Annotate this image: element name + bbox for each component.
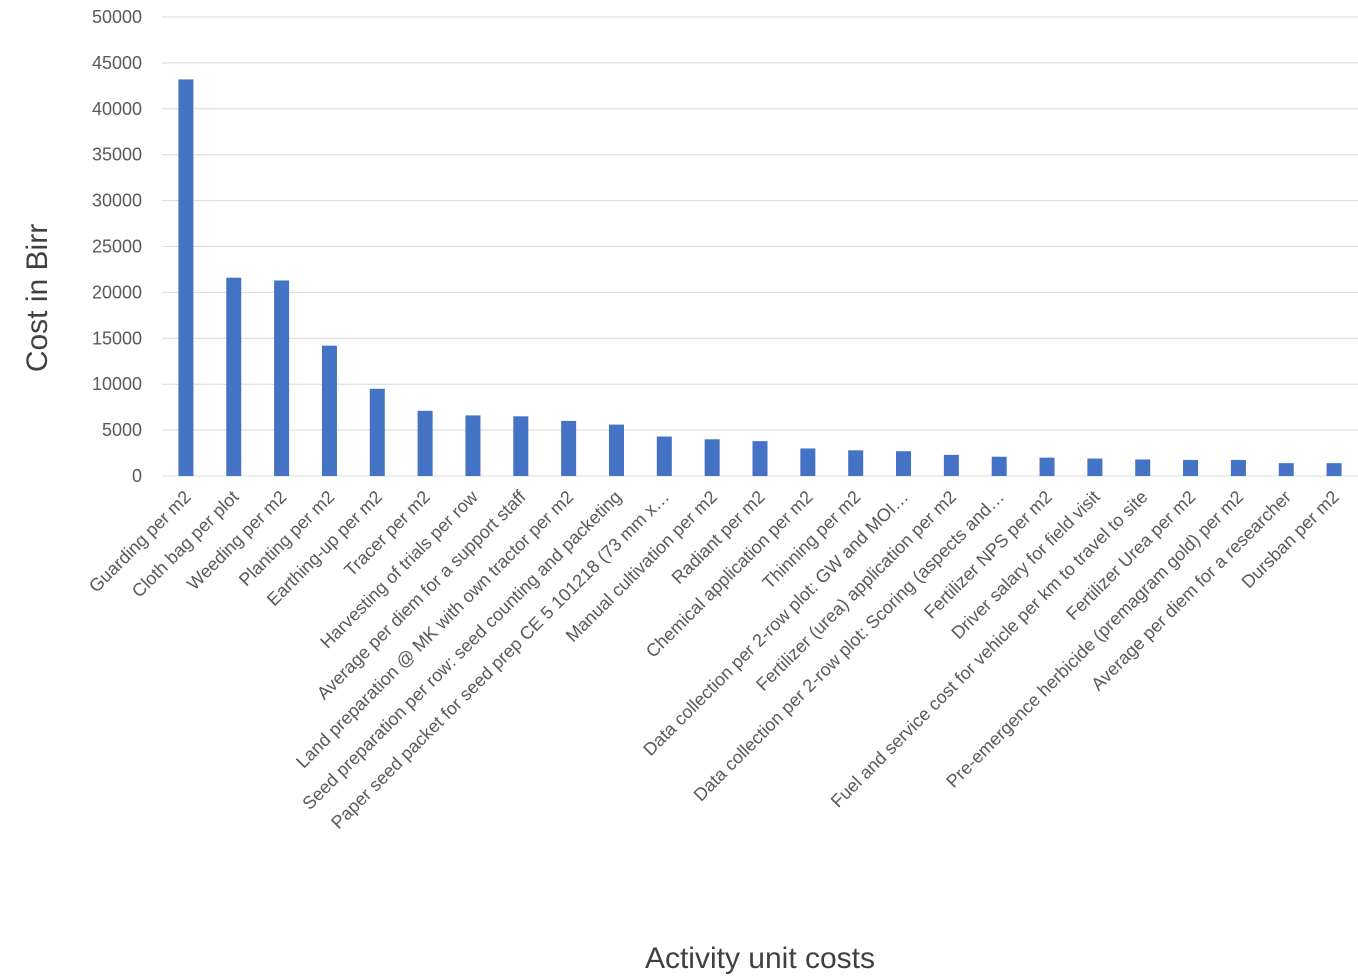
y-axis-title: Cost in Birr (21, 224, 54, 372)
bar (848, 450, 864, 476)
bar (369, 388, 385, 476)
bar (608, 424, 624, 476)
bar (226, 277, 242, 476)
y-tick-label: 45000 (92, 53, 142, 73)
bar (178, 79, 194, 476)
gridlines (162, 16, 1358, 477)
y-tick-label: 10000 (92, 374, 142, 394)
y-tick-label: 15000 (92, 328, 142, 348)
bar (752, 441, 768, 476)
bar (1326, 463, 1342, 476)
bar (991, 456, 1007, 476)
y-tick-label: 20000 (92, 282, 142, 302)
bar (417, 410, 433, 476)
bars (178, 79, 1342, 476)
bar (656, 436, 672, 476)
bar (896, 451, 912, 476)
bar (704, 439, 720, 476)
bar (800, 448, 816, 476)
y-tick-label: 50000 (92, 7, 142, 27)
x-axis-title: Activity unit costs (645, 942, 875, 975)
bar (1183, 459, 1199, 476)
y-tick-label: 25000 (92, 237, 142, 257)
bar (1278, 463, 1294, 476)
y-tick-label: 5000 (102, 420, 142, 440)
bar (321, 345, 337, 476)
y-tick-label: 30000 (92, 191, 142, 211)
bar (1087, 458, 1103, 476)
bar (561, 420, 577, 476)
bar (274, 280, 290, 476)
bar (1230, 459, 1246, 476)
bar (943, 454, 959, 476)
bar (1039, 457, 1055, 476)
x-tick-label: Data collection per 2-row plot: Scoring … (690, 487, 1008, 805)
bar (1135, 459, 1151, 476)
y-axis-ticks: 0 5000 10000 15000 20000 25000 30000 35000 40000… (92, 7, 142, 486)
y-tick-label: 40000 (92, 99, 142, 119)
bar (513, 416, 529, 476)
bar (465, 415, 481, 476)
y-tick-label: 0 (132, 466, 142, 486)
y-tick-label: 35000 (92, 145, 142, 165)
